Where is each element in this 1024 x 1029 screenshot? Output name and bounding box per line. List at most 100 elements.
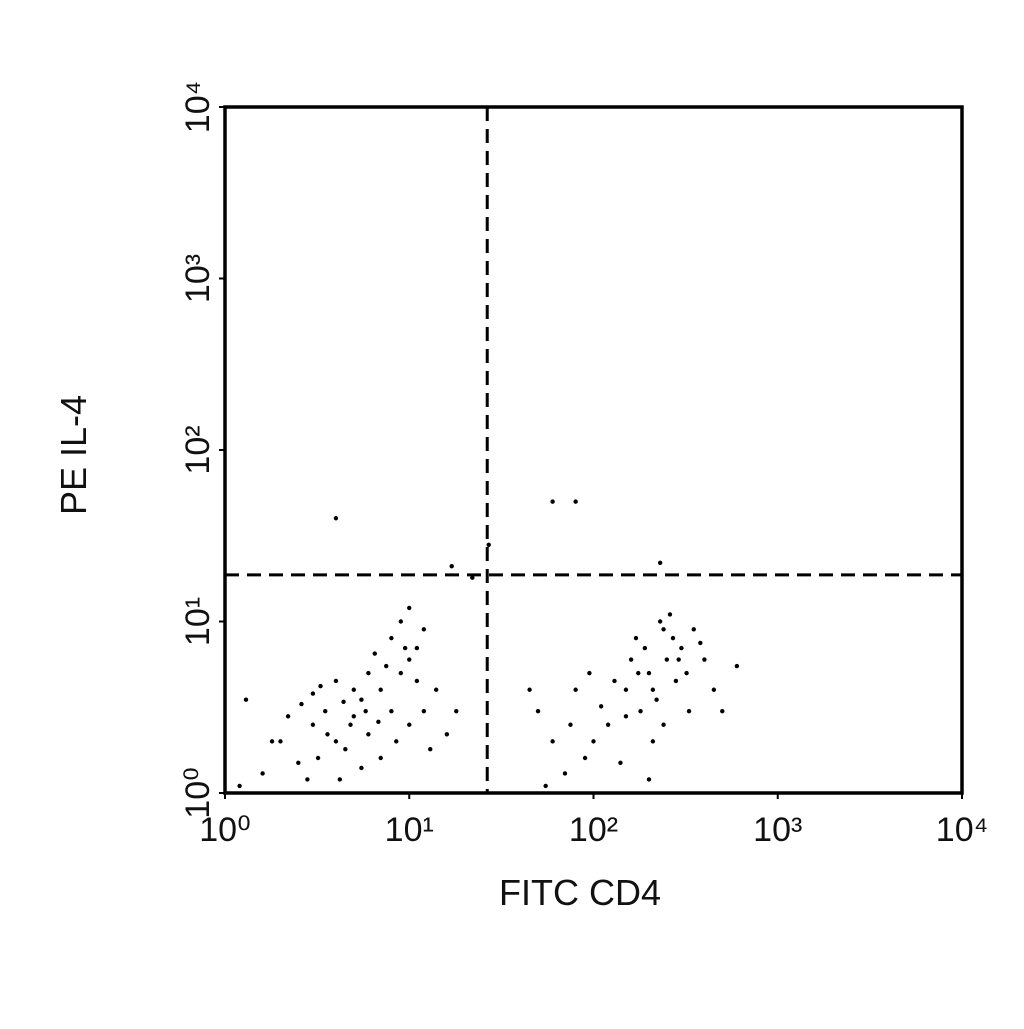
y-tick-label: 10⁴	[179, 81, 217, 133]
y-tick-label: 10³	[179, 254, 217, 303]
event-dot	[237, 783, 242, 789]
event-dot	[372, 651, 377, 656]
event-dot	[333, 739, 339, 744]
y-tick-label: 10¹	[179, 597, 217, 646]
event-dot	[376, 719, 381, 725]
x-tick-label: 10⁴	[936, 811, 988, 849]
event-dot	[673, 678, 679, 684]
event-dot	[333, 516, 339, 521]
x-tick-label: 10²	[569, 811, 618, 849]
event-dot	[394, 739, 399, 744]
event-dot	[470, 575, 475, 580]
event-dot	[449, 564, 454, 569]
event-dot	[325, 732, 330, 737]
event-dot	[667, 612, 673, 617]
event-dot	[664, 657, 670, 662]
event-dot	[378, 755, 383, 761]
event-dot	[454, 708, 459, 714]
event-dot	[366, 732, 371, 737]
event-dot	[421, 708, 427, 714]
x-tick-label: 10⁰	[199, 811, 250, 849]
event-dot	[636, 670, 641, 676]
event-dot	[310, 722, 316, 727]
event-dot	[433, 687, 439, 692]
event-dot	[527, 687, 532, 692]
event-dot	[676, 657, 681, 662]
event-dot	[691, 627, 696, 632]
event-dot	[299, 701, 304, 707]
event-dot	[618, 760, 623, 766]
event-dot	[646, 777, 652, 782]
event-dot	[389, 708, 394, 714]
event-dot	[612, 678, 617, 684]
event-dot	[363, 708, 368, 714]
event-dot	[407, 657, 412, 662]
event-dot	[646, 670, 652, 676]
event-dot	[444, 732, 450, 737]
event-dot	[407, 605, 412, 611]
event-dot	[359, 697, 364, 702]
event-dot	[582, 755, 588, 761]
event-dot	[296, 760, 301, 766]
event-dot	[734, 663, 740, 669]
event-dot	[359, 765, 364, 771]
event-dot	[605, 722, 611, 727]
event-dot	[285, 714, 291, 719]
event-dot	[654, 697, 659, 702]
event-dot	[315, 755, 321, 761]
event-dot	[661, 722, 666, 727]
event-dot	[486, 542, 491, 548]
event-dot	[398, 619, 404, 624]
plot-frame	[223, 105, 964, 795]
event-dot	[398, 670, 404, 676]
event-dot	[407, 722, 412, 727]
event-dot	[638, 708, 643, 714]
event-dot	[348, 722, 353, 727]
y-tick-label: 10⁰	[179, 767, 217, 818]
event-dot	[591, 739, 596, 744]
event-dot	[550, 499, 555, 504]
event-dot	[684, 670, 689, 676]
event-dot	[402, 645, 408, 651]
event-dot	[623, 714, 629, 719]
event-dot	[318, 683, 323, 689]
x-tick-label: 10¹	[385, 811, 434, 849]
event-dot	[341, 699, 346, 705]
event-dot	[598, 704, 604, 709]
event-dot	[337, 777, 343, 782]
event-dot	[384, 663, 389, 669]
event-dot	[679, 645, 684, 651]
event-dot	[366, 670, 371, 676]
event-dot	[351, 687, 356, 692]
event-dot	[657, 560, 663, 565]
event-dot	[269, 739, 275, 744]
event-dot	[414, 678, 420, 684]
event-dot	[305, 777, 310, 782]
x-tick-label: 10³	[753, 811, 802, 849]
event-dot	[243, 697, 249, 702]
event-dot	[568, 722, 573, 727]
event-dot	[650, 687, 656, 692]
event-dot	[657, 619, 663, 624]
event-dot	[378, 687, 383, 692]
event-dot	[642, 645, 648, 651]
event-dot	[711, 687, 717, 692]
event-dot	[628, 657, 634, 662]
event-dot	[310, 691, 316, 696]
event-dot	[543, 783, 548, 789]
event-dot	[587, 670, 592, 676]
event-dot	[389, 635, 394, 641]
event-dot	[421, 627, 427, 632]
event-dot	[562, 771, 568, 776]
event-dot	[414, 645, 420, 651]
event-dot	[343, 747, 348, 752]
event-dot	[333, 678, 339, 684]
y-tick-label: 10²	[179, 425, 217, 474]
x-axis-label: FITC CD4	[499, 872, 661, 913]
event-dot	[650, 739, 656, 744]
event-dot	[686, 708, 692, 714]
event-dot	[623, 687, 629, 692]
event-dot	[351, 714, 356, 719]
event-dot	[633, 635, 639, 641]
